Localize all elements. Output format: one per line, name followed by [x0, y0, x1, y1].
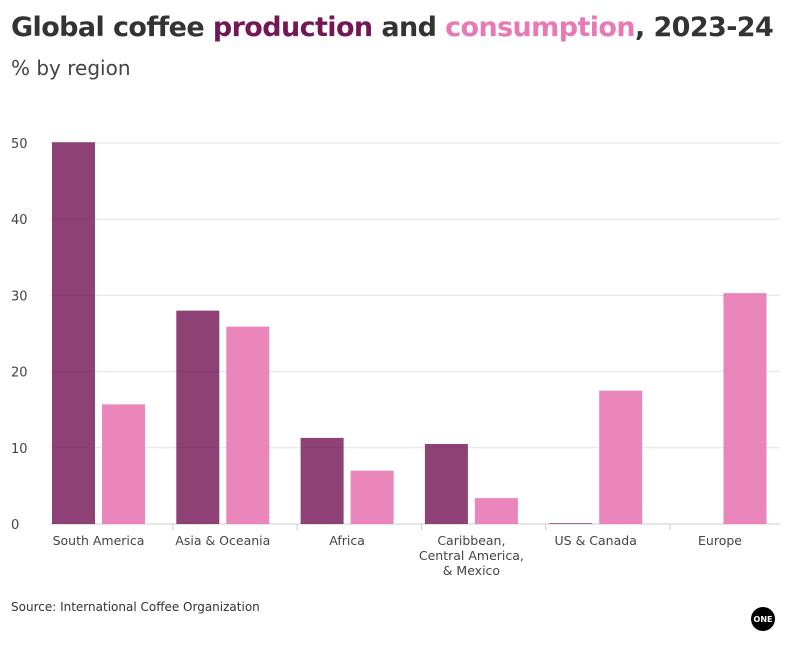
bar-production	[176, 310, 220, 524]
x-category-label: Caribbean,	[437, 533, 505, 548]
chart-subtitle: % by region	[11, 56, 131, 80]
bar-production	[424, 443, 468, 524]
y-tick-label: 0	[11, 518, 19, 533]
y-tick-label: 50	[11, 137, 28, 152]
bar-production	[52, 142, 95, 524]
x-category-label: Central America,	[419, 548, 524, 563]
x-category-label: Europe	[698, 533, 742, 548]
consumption-legend-word: consumption	[445, 12, 635, 43]
x-category-label: US & Canada	[555, 533, 637, 548]
bar-production	[300, 437, 344, 524]
x-category-label: Asia & Oceania	[175, 533, 270, 548]
x-category-label: Africa	[329, 533, 365, 548]
source-note: Source: International Coffee Organizatio…	[11, 600, 260, 614]
bar-consumption	[350, 470, 394, 524]
bar-consumption	[102, 404, 145, 524]
bar-consumption	[226, 326, 270, 524]
chart-title: Global coffee production and consumption…	[11, 12, 774, 43]
y-tick-label: 40	[11, 213, 28, 228]
bar-consumption	[474, 498, 518, 524]
x-category-label: South America	[53, 533, 145, 548]
y-tick-label: 20	[11, 366, 28, 381]
bar-consumption	[723, 293, 767, 524]
bar-consumption	[599, 390, 643, 524]
bar-production	[549, 523, 593, 524]
y-tick-label: 10	[11, 442, 28, 457]
production-legend-word: production	[212, 12, 373, 43]
bar-chart: 0 10 20 30 40 50 South America Asia & Oceania Af…	[11, 137, 780, 578]
one-logo: ONE	[751, 607, 775, 631]
x-category-label: & Mexico	[443, 563, 500, 578]
y-tick-label: 30	[11, 289, 28, 304]
